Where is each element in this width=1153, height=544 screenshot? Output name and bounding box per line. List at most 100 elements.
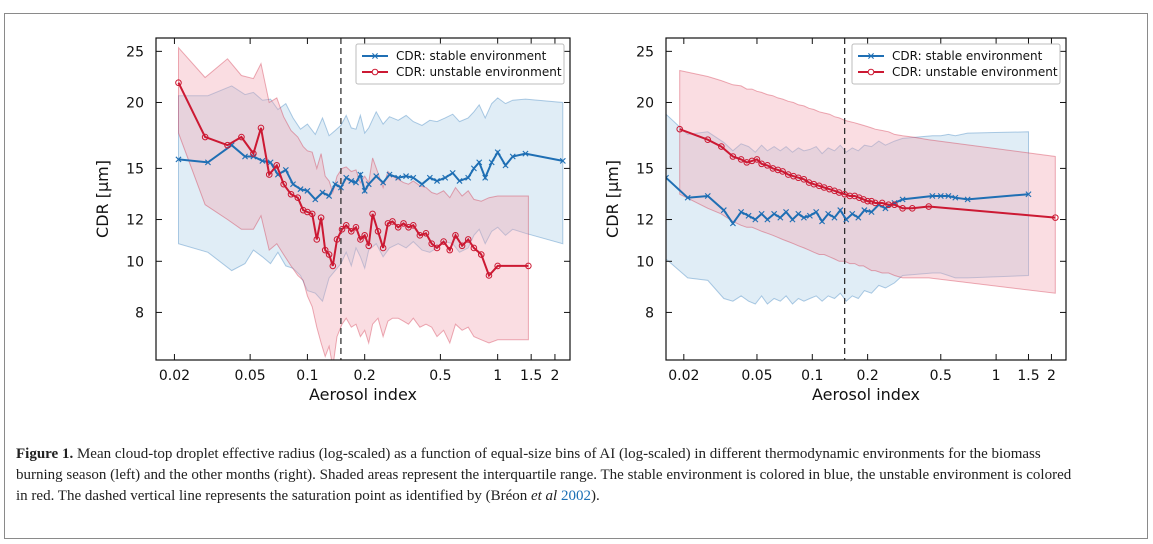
x-tick-label: 1.5 xyxy=(520,368,542,384)
x-tick-label: 0.02 xyxy=(668,368,699,384)
data-point-stable xyxy=(297,186,304,193)
data-point-stable xyxy=(361,187,368,194)
caption-citation-link[interactable]: 2002 xyxy=(560,488,591,504)
chart-left: 0.02 0.05 0.1 0.2 0.5 1 1.5 2 8 10 12 15 20 25 Aerosol… xyxy=(93,37,571,404)
data-point-unstable xyxy=(477,251,485,258)
data-point-stable xyxy=(789,216,796,223)
data-point-stable xyxy=(813,209,820,215)
data-point-unstable xyxy=(400,220,407,227)
data-point-stable xyxy=(282,166,289,173)
data-point-unstable xyxy=(800,176,808,183)
data-point-stable xyxy=(868,209,875,215)
data-point-stable xyxy=(365,181,372,188)
data-point-unstable xyxy=(494,262,501,270)
data-point-unstable xyxy=(446,246,454,254)
y-tick-label: 25 xyxy=(636,44,654,60)
data-point-stable xyxy=(319,189,326,196)
data-point-unstable xyxy=(676,125,684,133)
data-point-stable xyxy=(326,192,333,199)
data-point-stable xyxy=(343,174,350,181)
data-point-stable xyxy=(825,210,832,217)
data-point-unstable xyxy=(342,222,350,229)
x-tick-label: 0.05 xyxy=(741,368,772,384)
data-point-stable xyxy=(442,174,449,181)
data-point-stable xyxy=(704,192,711,199)
data-point-unstable xyxy=(347,227,355,235)
data-point-stable xyxy=(348,177,355,184)
figure-caption: Figure 1. Mean cloud-top droplet effecti… xyxy=(16,444,1076,507)
data-point-stable xyxy=(855,214,862,221)
legend-marker-stable xyxy=(372,53,378,59)
data-point-unstable xyxy=(361,232,368,239)
data-point-stable xyxy=(403,173,410,180)
data-point-stable xyxy=(795,210,802,217)
data-point-unstable xyxy=(860,196,867,203)
data-point-unstable xyxy=(365,242,373,250)
data-point-unstable xyxy=(280,180,287,188)
data-point-unstable xyxy=(394,223,402,231)
data-point-stable xyxy=(426,174,433,181)
data-point-unstable xyxy=(422,229,430,237)
data-point-stable xyxy=(771,210,778,217)
x-tick-label: 1 xyxy=(493,368,502,384)
data-point-stable xyxy=(259,157,266,164)
data-point-stable xyxy=(410,174,417,181)
data-point-stable xyxy=(373,173,380,180)
legend-marker-unstable xyxy=(867,68,875,76)
data-point-unstable xyxy=(250,150,257,157)
data-point-stable xyxy=(684,194,691,201)
legend-label-unstable: CDR: unstable environment xyxy=(396,65,562,79)
chart-right: 0.02 0.05 0.1 0.2 0.5 1 1.5 2 8 10 12 15 20 25 Aerosol… xyxy=(603,37,1067,404)
data-point-stable xyxy=(819,218,826,225)
data-point-stable xyxy=(509,153,516,160)
x-tick-label: 0.1 xyxy=(801,368,823,384)
data-point-unstable xyxy=(325,251,333,258)
data-point-stable xyxy=(204,159,211,166)
data-point-unstable xyxy=(428,240,435,247)
y-tick-label: 20 xyxy=(636,95,654,111)
data-point-stable xyxy=(312,196,319,203)
data-point-stable xyxy=(304,187,311,194)
data-point-unstable xyxy=(238,133,245,141)
data-point-stable xyxy=(290,181,296,188)
data-point-stable xyxy=(337,184,344,191)
data-point-unstable xyxy=(909,205,916,212)
x-tick-label: 0.02 xyxy=(159,368,190,384)
x-tick-label: 0.1 xyxy=(296,368,318,384)
data-point-unstable xyxy=(899,205,906,212)
data-point-unstable xyxy=(257,124,265,132)
data-point-unstable xyxy=(299,206,307,214)
data-point-unstable xyxy=(458,242,466,250)
data-point-unstable xyxy=(265,171,273,178)
data-point-stable xyxy=(937,192,944,199)
data-point-unstable xyxy=(868,197,875,205)
caption-label: Figure 1. xyxy=(16,446,74,462)
data-point-unstable xyxy=(718,143,725,150)
legend: CDR: stable environment CDR: unstable env… xyxy=(851,43,1061,85)
data-point-unstable xyxy=(855,194,863,201)
x-tick-label: 2 xyxy=(550,368,559,384)
data-point-stable xyxy=(745,212,752,219)
data-point-unstable xyxy=(287,190,295,198)
data-point-unstable xyxy=(352,223,360,231)
y-tick-label: 20 xyxy=(126,95,144,111)
legend-box xyxy=(851,43,1061,85)
figure-frame xyxy=(4,13,1148,539)
data-point-stable xyxy=(964,196,971,203)
caption-etal: et al xyxy=(530,488,558,504)
data-point-unstable xyxy=(704,136,712,144)
data-point-unstable xyxy=(729,153,737,160)
data-point-stable xyxy=(758,210,765,217)
data-point-stable xyxy=(783,209,790,215)
data-point-stable xyxy=(720,207,727,214)
data-point-stable xyxy=(1025,191,1032,198)
data-point-stable xyxy=(666,174,669,181)
data-point-unstable xyxy=(846,192,854,200)
data-point-stable xyxy=(386,171,393,178)
data-point-stable xyxy=(380,179,387,186)
data-point-unstable xyxy=(864,197,871,205)
data-point-unstable xyxy=(374,227,382,235)
data-point-stable xyxy=(952,194,959,201)
x-axis-label: Aerosol index xyxy=(812,385,920,404)
x-tick-label: 0.5 xyxy=(429,368,451,384)
